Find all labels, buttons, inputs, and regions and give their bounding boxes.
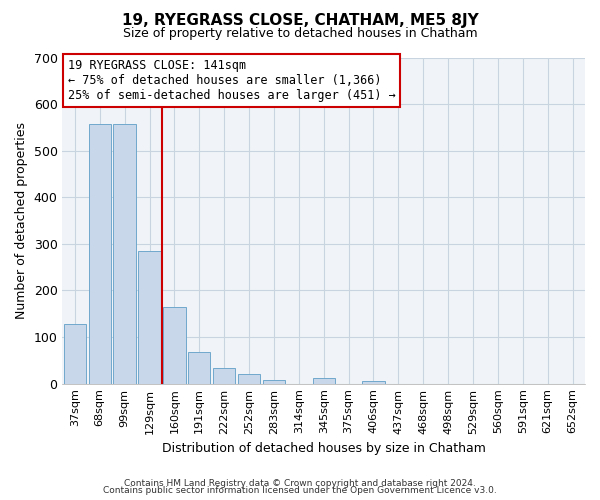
Y-axis label: Number of detached properties: Number of detached properties <box>15 122 28 319</box>
Bar <box>163 307 185 384</box>
Text: 19, RYEGRASS CLOSE, CHATHAM, ME5 8JY: 19, RYEGRASS CLOSE, CHATHAM, ME5 8JY <box>122 12 478 28</box>
Text: Contains public sector information licensed under the Open Government Licence v3: Contains public sector information licen… <box>103 486 497 495</box>
Bar <box>362 382 385 384</box>
Bar <box>238 374 260 384</box>
Bar <box>113 124 136 384</box>
Text: Size of property relative to detached houses in Chatham: Size of property relative to detached ho… <box>122 28 478 40</box>
Bar <box>89 124 111 384</box>
Text: Contains HM Land Registry data © Crown copyright and database right 2024.: Contains HM Land Registry data © Crown c… <box>124 478 476 488</box>
Bar <box>263 380 285 384</box>
Bar <box>188 352 211 384</box>
X-axis label: Distribution of detached houses by size in Chatham: Distribution of detached houses by size … <box>162 442 485 455</box>
Bar <box>139 251 161 384</box>
Bar <box>313 378 335 384</box>
Bar <box>64 324 86 384</box>
Bar <box>213 368 235 384</box>
Text: 19 RYEGRASS CLOSE: 141sqm
← 75% of detached houses are smaller (1,366)
25% of se: 19 RYEGRASS CLOSE: 141sqm ← 75% of detac… <box>68 59 395 102</box>
